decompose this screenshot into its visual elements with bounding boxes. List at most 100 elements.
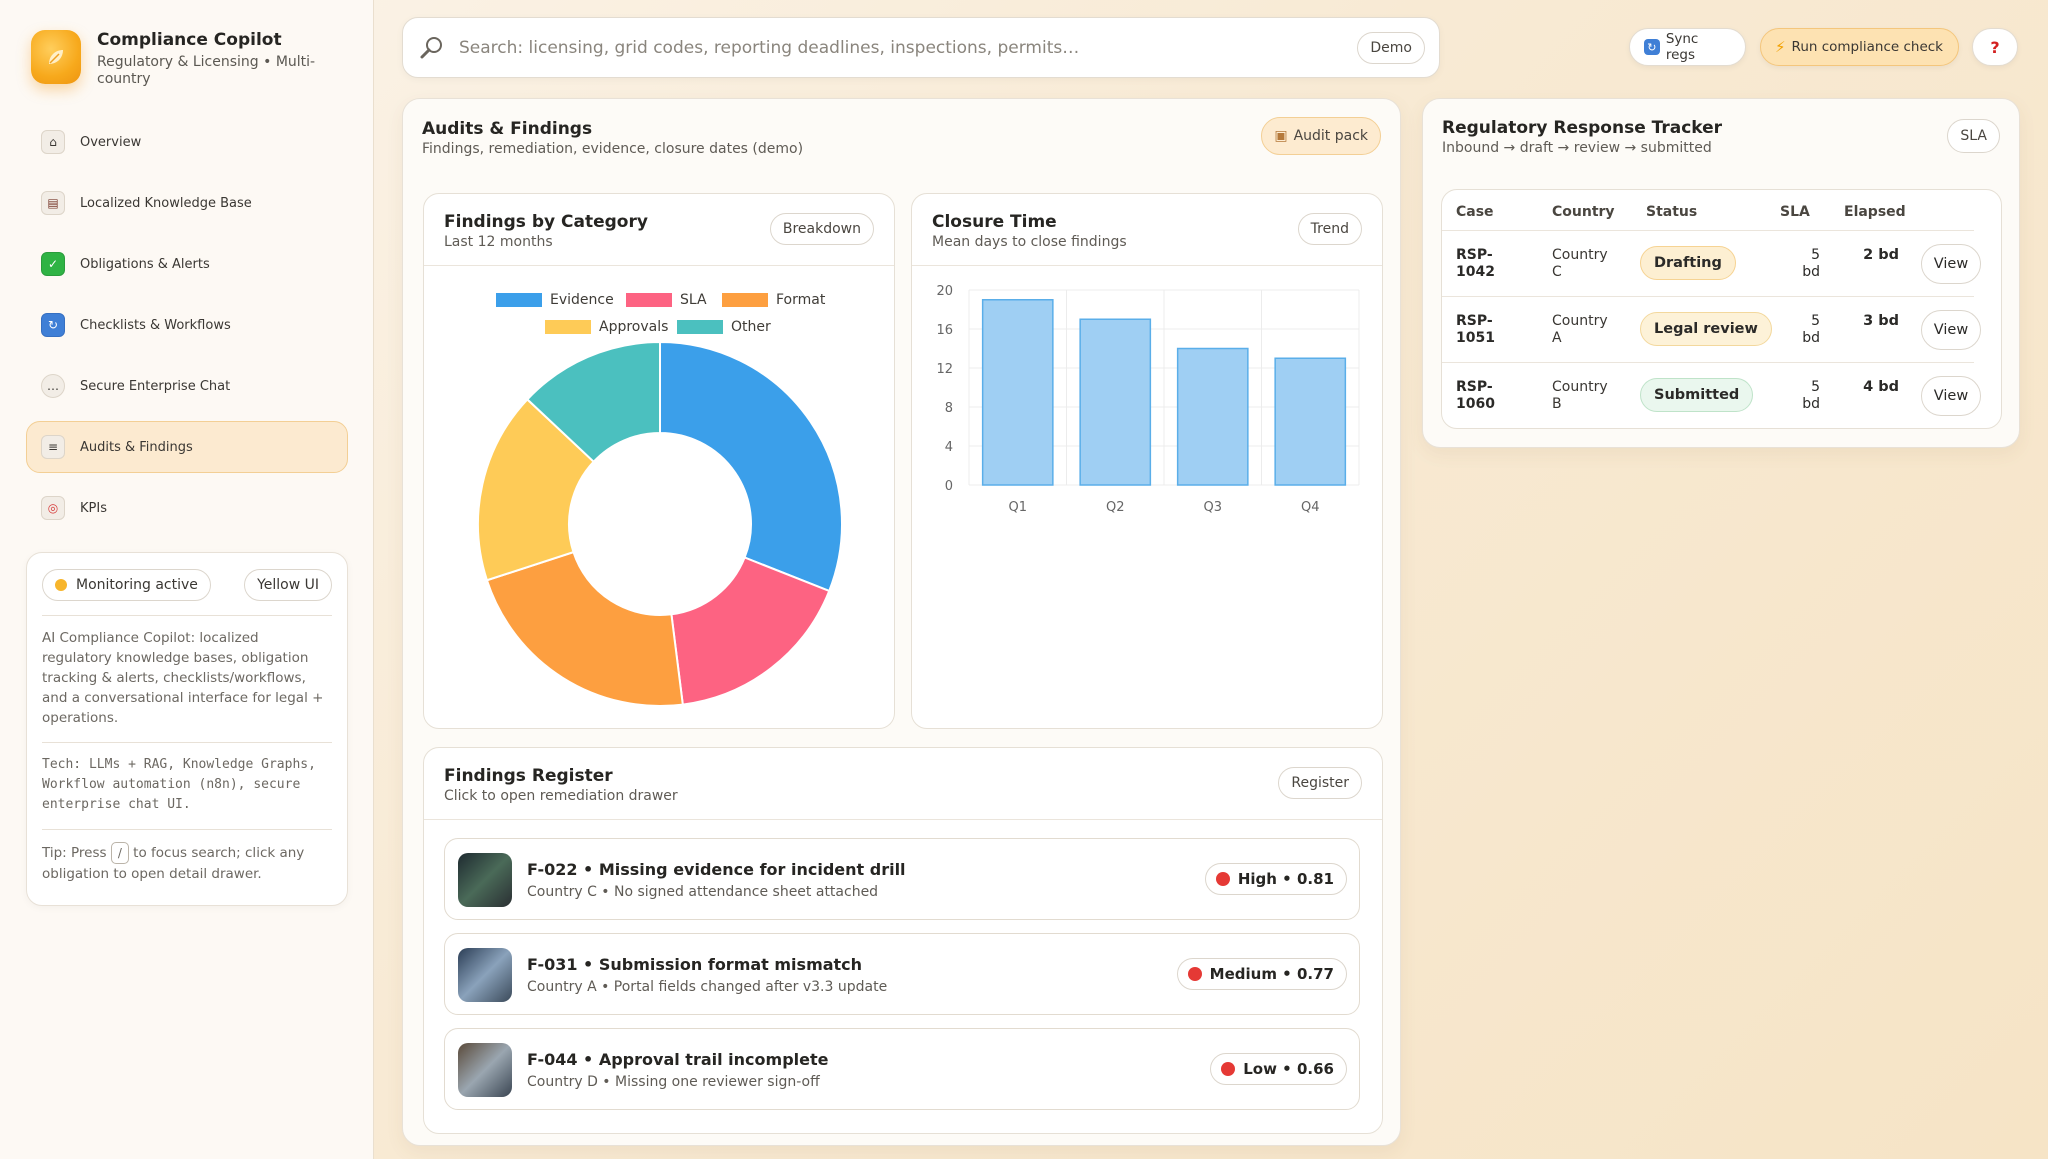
finding-subtitle: Country A • Portal fields changed after … — [527, 979, 888, 995]
case-prefix: RSP- — [1456, 247, 1493, 263]
speech-bubble-icon: … — [41, 374, 65, 398]
finding-row[interactable]: F-031 • Submission format mismatch Count… — [444, 933, 1360, 1015]
finding-row[interactable]: F-044 • Approval trail incomplete Countr… — [444, 1028, 1360, 1110]
x-tick-label: Q3 — [1203, 500, 1222, 515]
package-icon: ▣ — [1274, 128, 1288, 144]
run-check-label: Run compliance check — [1791, 39, 1943, 55]
y-tick-label: 20 — [936, 284, 953, 299]
case-id: RSP- 1051 — [1456, 313, 1495, 347]
column-header: Country — [1552, 204, 1615, 220]
card-subtitle: Mean days to close findings — [932, 234, 1127, 250]
table-row[interactable]: RSP- 1051 Country A Legal review 5 bd 3 bd … — [1442, 296, 1981, 362]
table-row[interactable]: RSP- 1060 Country B Submitted 5 bd 4 bd Vie… — [1442, 362, 1981, 428]
sla-value: 5 — [1811, 247, 1820, 263]
donut-slice[interactable] — [485, 550, 684, 707]
y-tick-label: 8 — [945, 401, 953, 416]
finding-row[interactable]: F-022 • Missing evidence for incident dr… — [444, 838, 1360, 920]
legend-item[interactable]: Other — [677, 319, 771, 335]
run-compliance-check-button[interactable]: ⚡ Run compliance check — [1760, 28, 1959, 66]
sidebar-nav: ⌂ Overview ▤ Localized Knowledge Base ✓ … — [26, 116, 348, 543]
severity-dot-icon — [1215, 872, 1230, 886]
target-icon: ◎ — [41, 496, 65, 520]
y-tick-label: 16 — [936, 323, 953, 338]
legend-item[interactable]: Evidence — [496, 292, 614, 308]
country-cell: Country C — [1552, 247, 1608, 281]
severity-dot-icon — [1221, 1062, 1236, 1076]
sidebar-item-kpis[interactable]: ◎ KPIs — [26, 482, 348, 534]
bar[interactable] — [1176, 347, 1249, 486]
country-code: A — [1552, 330, 1562, 346]
closure-time-card: Closure Time Mean days to close findings… — [911, 193, 1383, 729]
table-header: Case Country Status SLA Elapsed — [1456, 204, 1996, 224]
trend-button[interactable]: Trend — [1297, 213, 1362, 245]
legend-item[interactable]: SLA — [626, 292, 707, 308]
sync-icon: ↻ — [1644, 39, 1660, 55]
y-tick-label: 12 — [936, 362, 953, 377]
view-button[interactable]: View — [1921, 376, 1981, 416]
theme-toggle-button[interactable]: Yellow UI — [244, 569, 332, 601]
sidebar-item-label: Audits & Findings — [80, 439, 193, 455]
sidebar-item-obligations[interactable]: ✓ Obligations & Alerts — [26, 238, 348, 290]
help-button[interactable]: ? — [1972, 28, 2018, 66]
donut-slice[interactable] — [525, 340, 661, 464]
sidebar-item-checklists[interactable]: ↻ Checklists & Workflows — [26, 299, 348, 351]
cycle-icon: ↻ — [41, 313, 65, 337]
status-badge: Legal review — [1640, 312, 1772, 346]
view-button[interactable]: View — [1921, 244, 1981, 284]
sla-button[interactable]: SLA — [1947, 119, 2000, 153]
severity-badge: High • 0.81 — [1204, 863, 1347, 895]
column-header: Status — [1646, 204, 1698, 220]
search-bar[interactable]: Search: licensing, grid codes, reporting… — [402, 17, 1440, 78]
sla-unit: bd — [1802, 396, 1820, 412]
legend-item[interactable]: Format — [722, 292, 825, 308]
x-tick-label: Q1 — [1008, 500, 1027, 515]
table-row[interactable]: RSP- 1042 Country C Drafting 5 bd 2 bd View — [1442, 230, 1981, 296]
theme-label: Yellow UI — [257, 577, 319, 593]
leaf-icon — [49, 50, 63, 64]
donut-slice[interactable] — [477, 397, 596, 582]
panel-subtitle: Inbound → draft → review → submitted — [1442, 140, 1712, 156]
sla-value: 5 — [1811, 313, 1820, 329]
panel-title: Regulatory Response Tracker — [1442, 118, 1723, 138]
register-button[interactable]: Register — [1278, 767, 1362, 799]
donut-slice[interactable] — [659, 340, 843, 593]
bar[interactable] — [981, 299, 1054, 486]
donut-slice[interactable] — [670, 556, 831, 706]
tip-text-end: to focus search; click any obligation to… — [42, 845, 305, 882]
country-label: Country — [1552, 247, 1608, 263]
case-number: 1042 — [1456, 264, 1495, 280]
sidebar-item-knowledge-base[interactable]: ▤ Localized Knowledge Base — [26, 177, 348, 229]
sidebar-item-chat[interactable]: … Secure Enterprise Chat — [26, 360, 348, 412]
severity-label: High • 0.81 — [1237, 870, 1334, 888]
finding-title: F-031 • Submission format mismatch — [527, 955, 863, 974]
legend-swatch — [722, 293, 768, 307]
case-number: 1060 — [1456, 396, 1495, 412]
x-tick-label: Q4 — [1301, 500, 1320, 515]
elapsed-cell: 2 bd — [1863, 247, 1899, 263]
sidebar-item-audits[interactable]: ≡ Audits & Findings — [26, 421, 348, 473]
bar[interactable] — [1274, 357, 1347, 486]
bar[interactable] — [1079, 318, 1152, 486]
panel-title: Audits & Findings — [422, 119, 593, 139]
audit-pack-label: Audit pack — [1293, 128, 1368, 144]
search-input[interactable]: Search: licensing, grid codes, reporting… — [459, 37, 1080, 58]
severity-badge: Low • 0.66 — [1210, 1053, 1347, 1085]
slash-key: / — [110, 842, 129, 864]
sync-regs-button[interactable]: ↻ Sync regs — [1629, 28, 1746, 66]
clipboard-icon: ≡ — [41, 435, 65, 459]
breakdown-button[interactable]: Breakdown — [769, 213, 874, 245]
view-button[interactable]: View — [1921, 310, 1981, 350]
finding-subtitle: Country D • Missing one reviewer sign-of… — [527, 1074, 820, 1090]
sidebar-item-overview[interactable]: ⌂ Overview — [26, 116, 348, 168]
card-title: Closure Time — [932, 212, 1057, 232]
legend-label: Format — [776, 292, 826, 308]
sla-value: 5 — [1811, 379, 1820, 395]
legend-item[interactable]: Approvals — [545, 319, 668, 335]
audit-pack-button[interactable]: ▣ Audit pack — [1261, 117, 1381, 155]
search-icon — [420, 36, 442, 58]
legend-label: Approvals — [599, 319, 669, 335]
finding-subtitle: Country C • No signed attendance sheet a… — [527, 884, 879, 900]
card-subtitle: Click to open remediation drawer — [444, 788, 678, 804]
elapsed-cell: 3 bd — [1863, 313, 1899, 329]
elapsed-cell: 4 bd — [1863, 379, 1899, 395]
